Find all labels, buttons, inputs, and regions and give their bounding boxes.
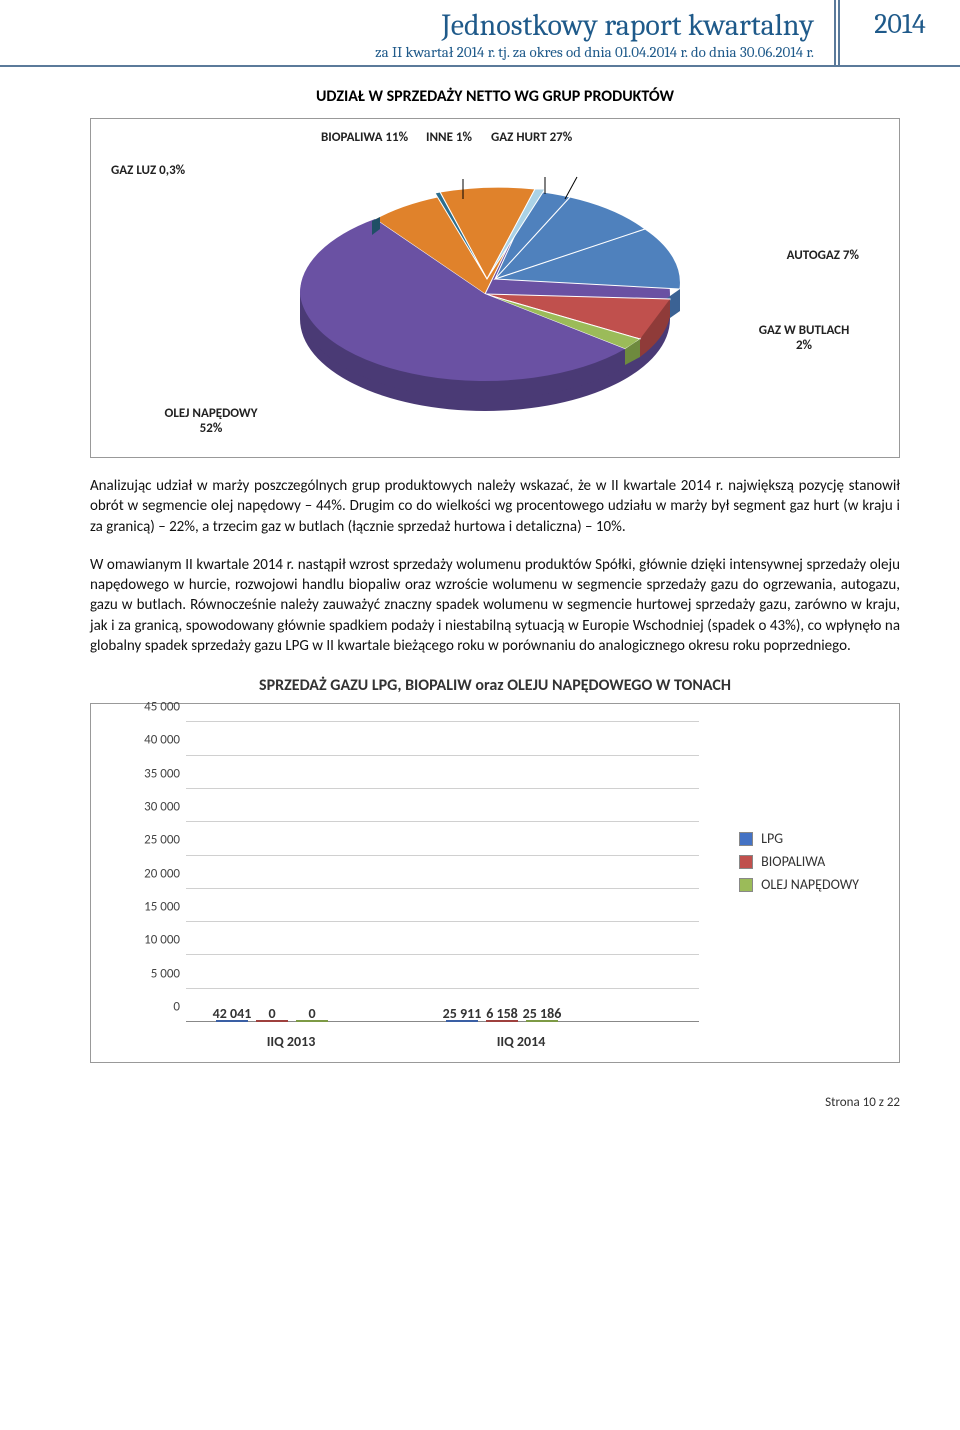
header-year: 2014 [840,0,960,65]
header-title-block: Jednostkowy raport kwartalny za II kwart… [0,0,840,65]
y-tick-1: 5 000 [151,966,180,981]
pie-label-inne: INNE 1% [426,131,472,146]
paragraph-1: Analizując udział w marży poszczególnych… [90,476,900,537]
legend-label-olej: OLEJ NAPĘDOWY [761,876,859,893]
bar-label-2014-lpg: 25 911 [443,1005,482,1022]
bar-y-axis: 0 5 000 10 000 15 000 20 000 25 000 30 0… [121,722,186,1022]
bar-chart-container: 0 5 000 10 000 15 000 20 000 25 000 30 0… [90,703,900,1063]
legend-swatch-olej [739,878,753,892]
bar-label-2013-bio: 0 [268,1005,275,1022]
pie-chart-svg [235,139,755,439]
page-number: Strona 10 z 22 [825,1095,900,1110]
bar-xlabel-2013: IIQ 2013 [216,1033,366,1050]
bar-label-2013-lpg: 42 041 [213,1005,252,1022]
bar-chart-legend: LPG BIOPALIWA OLEJ NAPĘDOWY [739,824,859,899]
y-tick-0: 0 [173,1000,180,1015]
legend-label-bio: BIOPALIWA [761,853,825,870]
pie-label-olej: OLEJ NAPĘDOWY52% [151,407,271,437]
y-tick-3: 15 000 [144,900,180,915]
y-tick-5: 25 000 [144,833,180,848]
bar-chart-title: SPRZEDAŻ GAZU LPG, BIOPALIW oraz OLEJU N… [90,676,900,695]
header-title: Jednostkowy raport kwartalny [90,8,814,43]
bar-xlabel-2014: IIQ 2014 [446,1033,596,1050]
legend-label-lpg: LPG [761,830,783,847]
bar-label-2014-bio: 6 158 [486,1005,518,1022]
legend-item-lpg: LPG [739,830,859,847]
bar-label-2013-olej: 0 [308,1005,315,1022]
pie-label-gazwbutlach: GAZ W BUTLACH2% [749,324,859,354]
pie-label-biopaliwa: BIOPALIWA 11% [321,131,408,146]
y-tick-2: 10 000 [144,933,180,948]
legend-item-olej: OLEJ NAPĘDOWY [739,876,859,893]
pie-label-gazhurt: GAZ HURT 27% [491,131,572,146]
pie-label-autogaz: AUTOGAZ 7% [787,249,859,264]
page-footer: Strona 10 z 22 [0,1083,960,1130]
page-content: UDZIAŁ W SPRZEDAŻY NETTO WG GRUP PRODUKT… [0,67,960,1083]
header-subtitle: za II kwartał 2014 r. tj. za okres od dn… [90,43,814,61]
pie-chart-container: GAZ LUZ 0,3% BIOPALIWA 11% INNE 1% GAZ H… [90,118,900,458]
pie-label-gazluz: GAZ LUZ 0,3% [111,164,185,179]
pie-chart-title: UDZIAŁ W SPRZEDAŻY NETTO WG GRUP PRODUKT… [90,87,900,106]
paragraph-2: W omawianym II kwartale 2014 r. nastąpił… [90,555,900,656]
y-tick-8: 40 000 [144,733,180,748]
y-tick-4: 20 000 [144,866,180,881]
bar-plot-area: 42 041 0 0 IIQ 2013 25 911 6 158 25 186 … [186,722,699,1022]
legend-swatch-bio [739,855,753,869]
bar-label-2014-olej: 25 186 [523,1005,562,1022]
y-tick-6: 30 000 [144,800,180,815]
legend-swatch-lpg [739,832,753,846]
y-tick-9: 45 000 [144,700,180,715]
y-tick-7: 35 000 [144,766,180,781]
legend-item-bio: BIOPALIWA [739,853,859,870]
page-header: Jednostkowy raport kwartalny za II kwart… [0,0,960,67]
